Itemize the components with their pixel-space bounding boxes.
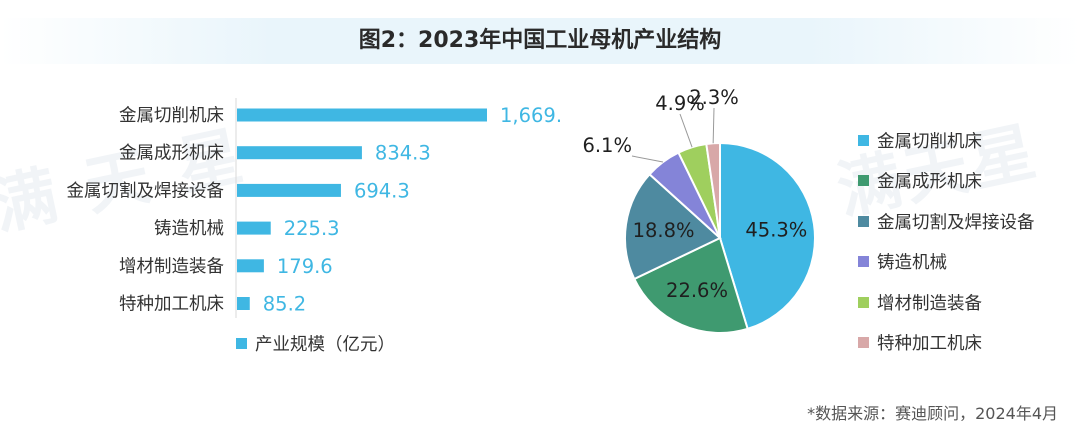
- bar-legend: 产业规模（亿元）: [236, 331, 395, 356]
- bar-legend-swatch: [236, 338, 247, 349]
- bar: [237, 259, 264, 273]
- bar-value-label: 225.3: [284, 217, 340, 240]
- bar-category-label: 金属切割及焊接设备: [67, 181, 225, 201]
- bar: [237, 221, 271, 235]
- legend-swatch: [858, 175, 869, 187]
- bar-value-label: 179.6: [277, 255, 333, 278]
- pie-leader-line: [631, 155, 664, 163]
- bar-category-label: 特种加工机床: [119, 295, 224, 315]
- bar-category-label: 铸造机械: [154, 219, 224, 239]
- legend-label: 增材制造装备: [877, 293, 982, 314]
- pie-value-label: 2.3%: [689, 86, 739, 109]
- chart-title: 图2：2023年中国工业母机产业结构: [358, 28, 722, 53]
- pie-slice: [632, 236, 749, 334]
- legend-swatch: [858, 134, 869, 146]
- bar-legend-label: 产业规模（亿元）: [255, 335, 395, 355]
- pie-legend-item: 特种加工机床: [858, 323, 1035, 364]
- title-banner: [0, 18, 1080, 64]
- pie-value-label: 45.3%: [745, 219, 807, 242]
- pie-value-label: 22.6%: [666, 279, 728, 302]
- pie-legend-item: 金属切割及焊接设备: [858, 201, 1035, 242]
- legend-label: 金属成形机床: [877, 172, 982, 193]
- pie-slice: [719, 141, 816, 331]
- bar: [237, 297, 250, 310]
- bar-category-label: 金属成形机床: [119, 144, 224, 164]
- legend-label: 金属切削机床: [877, 131, 982, 152]
- bar: [237, 183, 341, 197]
- bar-value-label: 85.2: [263, 293, 306, 316]
- pie-value-label: 4.9%: [655, 92, 705, 115]
- pie-leader-line: [712, 107, 715, 144]
- bar-category-label: 金属切削机床: [119, 106, 224, 126]
- legend-swatch: [858, 337, 869, 349]
- legend-label: 铸造机械: [877, 253, 947, 274]
- legend-swatch: [858, 215, 869, 227]
- pie-slice: [624, 172, 722, 281]
- legend-swatch: [858, 256, 869, 268]
- pie-legend-item: 金属切削机床: [858, 120, 1035, 161]
- bar: [237, 146, 362, 160]
- pie-legend-item: 铸造机械: [858, 242, 1035, 283]
- bar-value-label: 1,669.7: [500, 104, 560, 127]
- pie-legend-item: 金属成形机床: [858, 161, 1035, 202]
- bar: [237, 108, 487, 122]
- pie-value-label: 6.1%: [582, 134, 632, 157]
- bar-chart: 金属切削机床 1,669.7 金属成形机床 834.3 金属切割及焊接设备 694.3 铸造…: [67, 98, 560, 318]
- pie-legend-item: 增材制造装备: [858, 282, 1035, 323]
- bar-value-label: 694.3: [354, 179, 410, 202]
- pie-value-label: 18.8%: [633, 219, 695, 242]
- legend-label: 特种加工机床: [877, 334, 982, 355]
- source-note: *数据来源：赛迪顾问，2024年4月: [807, 404, 1058, 423]
- pie-leader-line: [679, 113, 693, 148]
- legend-swatch: [858, 296, 869, 308]
- pie-slice: [705, 141, 721, 239]
- legend-label: 金属切割及焊接设备: [877, 212, 1035, 233]
- pie-chart: 45.3% 22.6% 18.8% 6.1% 4.9%2.3%: [582, 86, 816, 334]
- pie-legend: 金属切削机床 金属成形机床金属切割及焊接设备 铸造机械增材制造装备 特种加工机床: [858, 120, 1035, 363]
- bar-value-label: 834.3: [375, 142, 431, 165]
- bar-category-label: 增材制造装备: [119, 257, 224, 277]
